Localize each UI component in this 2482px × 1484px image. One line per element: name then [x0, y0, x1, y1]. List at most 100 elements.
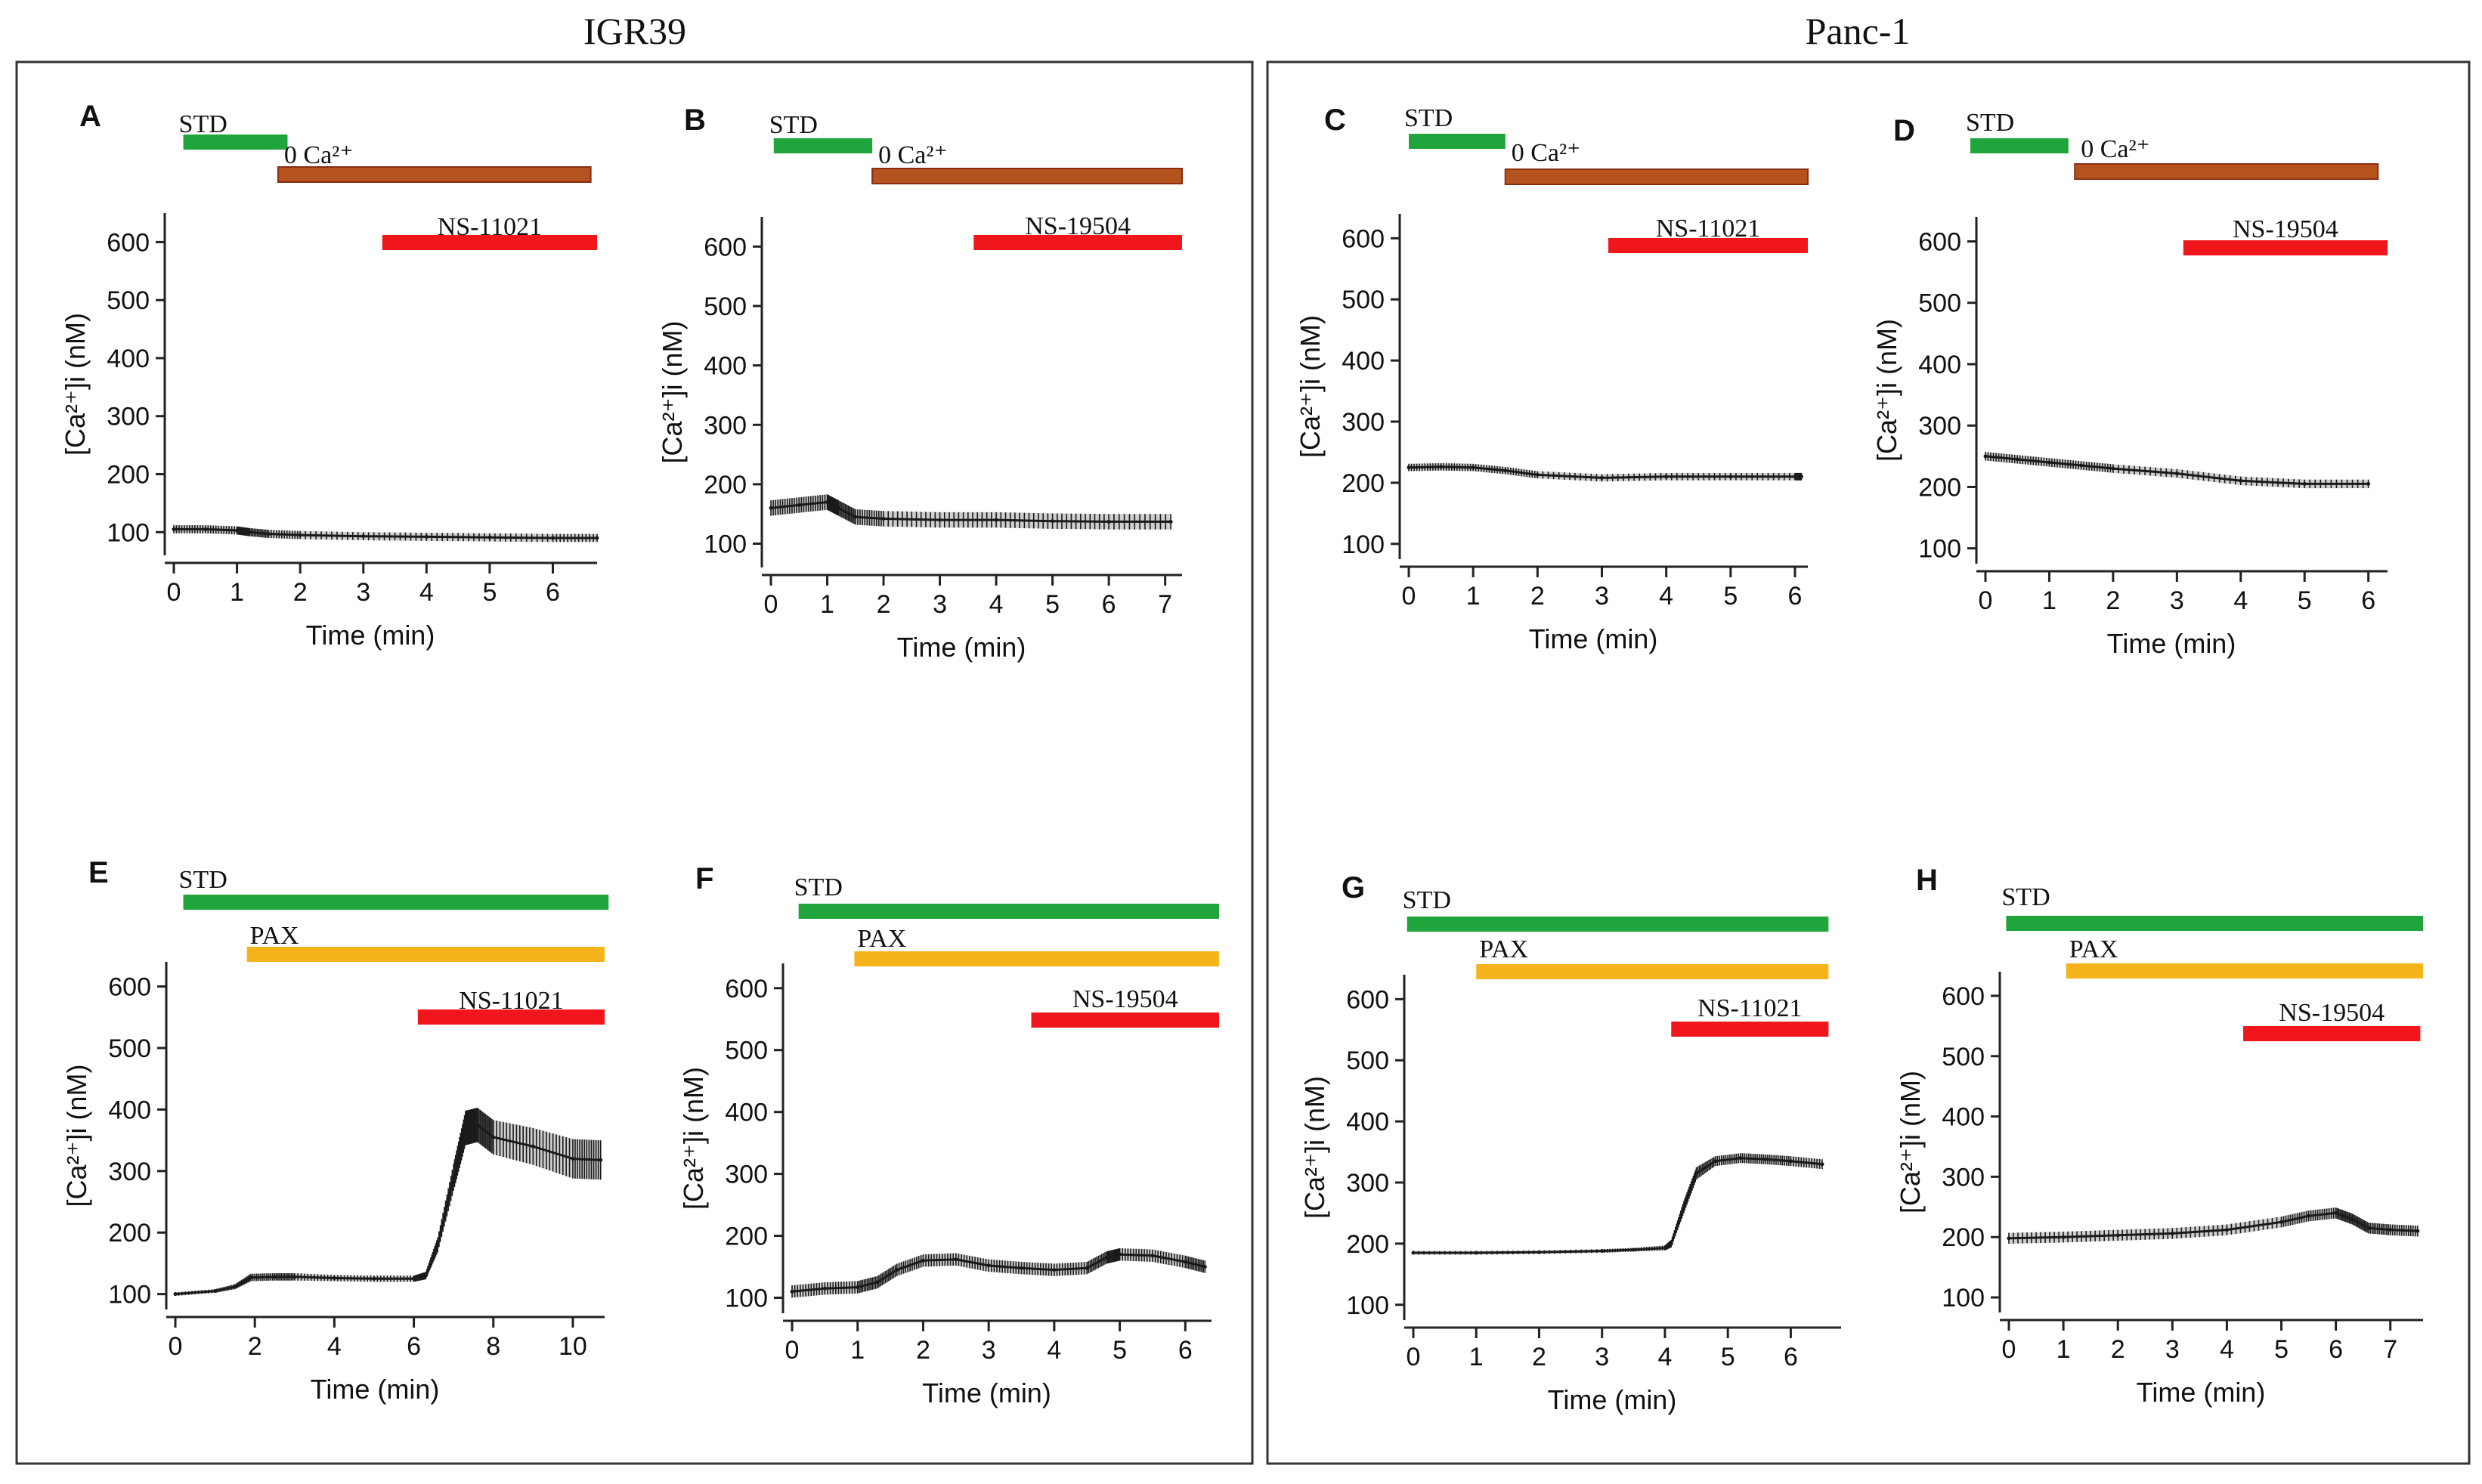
panel-e-x-tick-label: 0	[169, 1332, 183, 1361]
panel-e-trace-point	[463, 1126, 468, 1130]
panel-f-trace-point	[1085, 1266, 1089, 1270]
panel-g-y-tick-label: 400	[1346, 1108, 1389, 1136]
panel-g-x-tick-label: 5	[1721, 1343, 1735, 1371]
panel-d-trace-point	[2079, 463, 2084, 468]
panel-g-trace-point	[1763, 1157, 1768, 1161]
panel-c-x-tick-label: 0	[1402, 582, 1416, 611]
panel-c-bar-label-drug: NS-11021	[1656, 215, 1761, 243]
panel-g-y-tick-label: 500	[1346, 1047, 1389, 1075]
panel-e-trace-point	[571, 1157, 575, 1161]
panel-f-trace-point	[1104, 1255, 1109, 1260]
panel-g-x-axis-title: Time (min)	[1548, 1384, 1677, 1415]
panel-d-trace-point	[2015, 457, 2019, 462]
panel-d-y-tick-label: 500	[1918, 289, 1961, 318]
panel-f-trace-point	[986, 1263, 991, 1268]
panel-f-bar-label-std: STD	[794, 873, 843, 901]
panel-a-trace-point	[487, 535, 492, 539]
panel-h-y-tick-label: 100	[1942, 1284, 1985, 1312]
panel-a-x-tick-label: 1	[230, 578, 244, 607]
panel-d-y-tick-label: 200	[1918, 473, 1961, 502]
panel-c-x-axis-title: Time (min)	[1529, 623, 1658, 654]
panel-h-y-axis-title: [Ca²⁺]i (nM)	[1895, 1071, 1926, 1213]
panel-h-bar-drug	[2243, 1026, 2421, 1041]
panel-g-x-tick-label: 0	[1407, 1343, 1421, 1371]
panel-f-bar-pax	[854, 951, 1219, 966]
panel-d-x-tick-label: 4	[2233, 586, 2248, 615]
panel-g-trace	[1413, 1157, 1823, 1254]
panel-a-y-tick-label: 300	[107, 403, 150, 431]
panel-g-trace-point	[1411, 1251, 1416, 1255]
panel-g-x-tick-label: 6	[1784, 1343, 1798, 1371]
panel-c-bar-drug	[1608, 238, 1808, 253]
panel-g-x-tick-label: 1	[1469, 1343, 1484, 1371]
panel-a-trace-point	[595, 536, 599, 540]
panel-h-trace-point	[2334, 1210, 2338, 1215]
panel-h-bar-label-drug: NS-19504	[2279, 999, 2385, 1027]
panel-g-trace-point	[1474, 1251, 1478, 1255]
panel-f-trace-point	[822, 1286, 827, 1291]
panel-b-x-tick-label: 6	[1102, 590, 1116, 619]
panel-e-trace-point	[173, 1292, 178, 1297]
panel-d-trace-point	[2174, 471, 2179, 476]
panel-c-trace-point	[1664, 475, 1669, 479]
panel-g-bar-drug	[1671, 1022, 1829, 1037]
panel-e-bar-label-pax: PAX	[250, 922, 299, 950]
panel-a-trace-point	[550, 536, 555, 540]
panel-d-x-tick-label: 5	[2298, 586, 2312, 615]
panel-b-bar-std	[773, 138, 873, 153]
panel-h-y-tick-label: 300	[1942, 1163, 1985, 1192]
panel-c-x-tick-label: 4	[1659, 582, 1673, 611]
panel-a-y-tick-label: 100	[107, 518, 150, 547]
panel-h-bar-std	[2006, 916, 2423, 931]
panel-g-trace-point	[1600, 1249, 1605, 1254]
panel-h-y-tick-label: 600	[1942, 982, 1985, 1011]
panel-c-trace-point	[1728, 475, 1733, 479]
panel-d-bar-label-drug: NS-19504	[2233, 215, 2338, 243]
panel-h-trace-point	[2115, 1233, 2120, 1238]
panel-g-y-tick-label: 100	[1346, 1291, 1389, 1320]
panel-e-trace-point	[491, 1135, 496, 1139]
panel-d-letter: D	[1893, 114, 1915, 147]
panel-e-trace-point	[372, 1276, 376, 1281]
panel-f-trace-point	[1202, 1265, 1207, 1269]
panel-b-y-tick-label: 500	[704, 292, 747, 321]
igr39-group-frame	[15, 60, 1254, 1465]
panel-e-bar-std	[183, 895, 609, 910]
panel-e-trace-point	[213, 1289, 218, 1294]
panel-b-trace-point	[797, 502, 801, 507]
panel-c-y-tick-label: 500	[1342, 286, 1385, 314]
panel-f-trace-point	[790, 1289, 794, 1294]
panel-a-trace-point	[266, 532, 271, 536]
panel-a-bar-label-std: STD	[179, 110, 227, 138]
panel-c-x-tick-label: 3	[1595, 582, 1609, 611]
panel-d-y-axis-title: [Ca²⁺]i (nM)	[1871, 319, 1902, 462]
panel-e-y-tick-label: 500	[108, 1034, 151, 1063]
panel-f-trace-point	[1020, 1266, 1024, 1270]
panel-c-trace-point	[1503, 468, 1508, 473]
panel-d-y-tick-label: 300	[1918, 412, 1961, 441]
panel-f-trace-point	[895, 1268, 899, 1272]
panel-b: B STD 0 Ca²⁺ NS-19504 100 200 300 400 500 600 0 1 2 3…	[657, 104, 1183, 663]
panel-e-x-tick-label: 4	[327, 1332, 342, 1361]
panel-g-trace-point	[1820, 1162, 1824, 1167]
panel-d-trace-point	[2239, 478, 2243, 483]
panel-b-x-tick-label: 0	[764, 590, 778, 619]
panel-g-bar-label-pax: PAX	[1479, 935, 1528, 963]
panel-h-trace	[2008, 1211, 2418, 1240]
panel-a-y-tick-label: 500	[107, 286, 150, 315]
panel-f-trace-point	[856, 1285, 860, 1290]
panel-f-bar-label-drug: NS-19504	[1072, 985, 1178, 1013]
panel-f-y-axis-title: [Ca²⁺]i (nM)	[678, 1067, 709, 1210]
panel-c-y-tick-label: 600	[1342, 224, 1385, 253]
panel-d: D STD 0 Ca²⁺ NS-19504 100 200 300 400 500 600 0 1 2 3…	[1871, 109, 2388, 659]
panel-a-bar-zero_ca	[277, 166, 592, 183]
panel-f-trace-point	[1150, 1254, 1155, 1258]
panel-a-x-tick-label: 4	[419, 578, 434, 607]
panel-g-bar-label-drug: NS-11021	[1697, 994, 1803, 1022]
panel-g-error-bars	[1413, 1153, 1823, 1255]
panel-f-y-tick-label: 200	[725, 1223, 768, 1251]
panel-f-x-tick-label: 5	[1113, 1336, 1127, 1365]
panel-c-bar-label-std: STD	[1404, 104, 1453, 132]
panel-g-error-band	[1413, 1153, 1822, 1255]
panel-a-y-tick-label: 200	[107, 461, 150, 490]
